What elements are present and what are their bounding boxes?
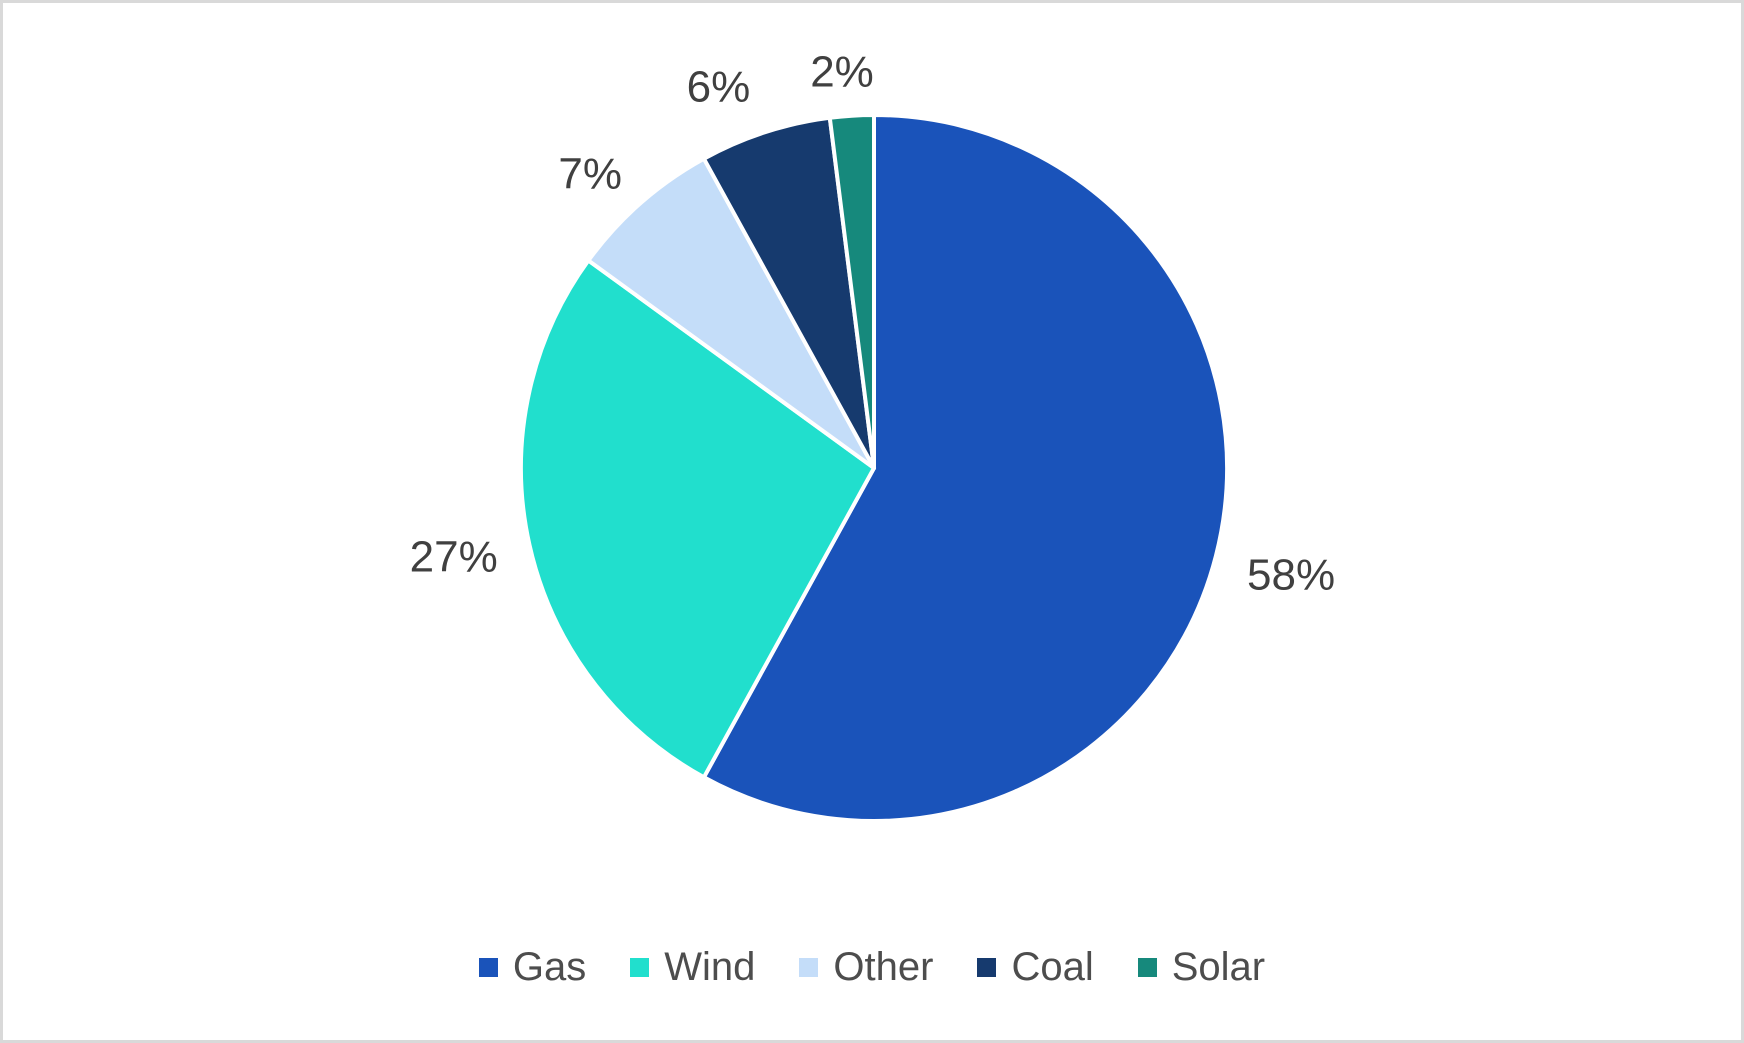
data-label-wind: 27% bbox=[410, 532, 498, 581]
pie-chart: 58% 27% 7% 6% 2% bbox=[410, 47, 1335, 823]
legend-item-other: Other bbox=[799, 947, 933, 987]
legend-marker-other-icon bbox=[799, 957, 819, 977]
chart-legend: Gas Wind Other Coal Solar bbox=[3, 947, 1741, 987]
data-label-other: 7% bbox=[558, 149, 622, 198]
legend-item-coal: Coal bbox=[977, 945, 1094, 989]
legend-item-solar: Solar bbox=[1137, 945, 1266, 989]
pie-slice-wind bbox=[519, 258, 876, 780]
legend-item-gas: Gas bbox=[478, 945, 587, 989]
legend-label-gas: Gas bbox=[512, 945, 587, 989]
legend-item-wind: Wind bbox=[630, 947, 755, 987]
legend-marker-wind-icon bbox=[630, 957, 650, 977]
pie-slice-other bbox=[586, 156, 876, 470]
pie-slice-gas bbox=[701, 113, 1230, 823]
legend-label-coal: Coal bbox=[1011, 945, 1094, 989]
legend-label-wind: Wind bbox=[664, 945, 756, 989]
pie-slice-coal bbox=[701, 115, 876, 470]
legend-label-other: Other bbox=[833, 945, 934, 989]
legend-marker-gas-icon bbox=[478, 957, 498, 977]
legend-marker-solar-icon bbox=[1137, 957, 1157, 977]
legend-marker-coal-icon bbox=[977, 957, 997, 977]
data-label-gas: 58% bbox=[1247, 551, 1335, 600]
data-label-coal: 6% bbox=[687, 63, 751, 112]
legend-label-solar: Solar bbox=[1171, 945, 1266, 989]
pie-slice-solar bbox=[827, 113, 876, 470]
data-label-solar: 2% bbox=[810, 47, 874, 96]
